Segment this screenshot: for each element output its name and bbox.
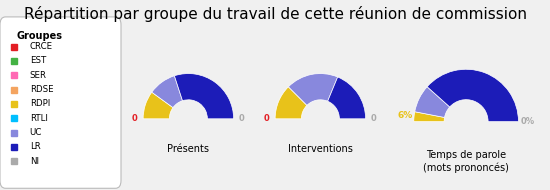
Text: RTLI: RTLI — [30, 114, 48, 123]
Text: Répartition par groupe du travail de cette réunion de commission: Répartition par groupe du travail de cet… — [24, 6, 526, 22]
Text: UC: UC — [30, 128, 42, 137]
Text: Temps de parole
(mots prononcés): Temps de parole (mots prononcés) — [423, 150, 509, 173]
Text: RDPI: RDPI — [30, 99, 50, 108]
Text: 0: 0 — [132, 114, 138, 123]
Wedge shape — [415, 87, 450, 117]
Text: 76%: 76% — [469, 82, 490, 91]
Text: EST: EST — [30, 56, 46, 65]
Wedge shape — [288, 74, 338, 105]
Wedge shape — [143, 92, 173, 119]
FancyBboxPatch shape — [0, 17, 121, 188]
Wedge shape — [275, 87, 307, 119]
Text: 0: 0 — [371, 114, 377, 123]
Text: 3: 3 — [204, 88, 211, 97]
Text: 17%: 17% — [422, 101, 444, 110]
Text: 6%: 6% — [397, 111, 412, 120]
Text: 3: 3 — [311, 83, 317, 92]
Wedge shape — [414, 112, 444, 122]
Text: SER: SER — [30, 71, 47, 80]
Text: 0: 0 — [239, 114, 245, 123]
Text: 1: 1 — [166, 88, 173, 97]
Text: Présents: Présents — [167, 144, 210, 154]
Wedge shape — [174, 74, 234, 119]
Wedge shape — [152, 76, 183, 108]
Text: 0: 0 — [264, 114, 270, 123]
Text: Groupes: Groupes — [16, 31, 63, 41]
Text: CRCE: CRCE — [30, 42, 53, 51]
Text: RDSE: RDSE — [30, 85, 53, 94]
Wedge shape — [427, 69, 519, 122]
Wedge shape — [328, 77, 366, 119]
Text: LR: LR — [30, 142, 41, 151]
Text: 2: 2 — [288, 102, 294, 111]
Text: 3: 3 — [344, 97, 350, 105]
Text: Interventions: Interventions — [288, 144, 353, 154]
Text: NI: NI — [30, 157, 38, 166]
Text: 1: 1 — [155, 104, 161, 113]
Text: 0%: 0% — [521, 117, 535, 126]
